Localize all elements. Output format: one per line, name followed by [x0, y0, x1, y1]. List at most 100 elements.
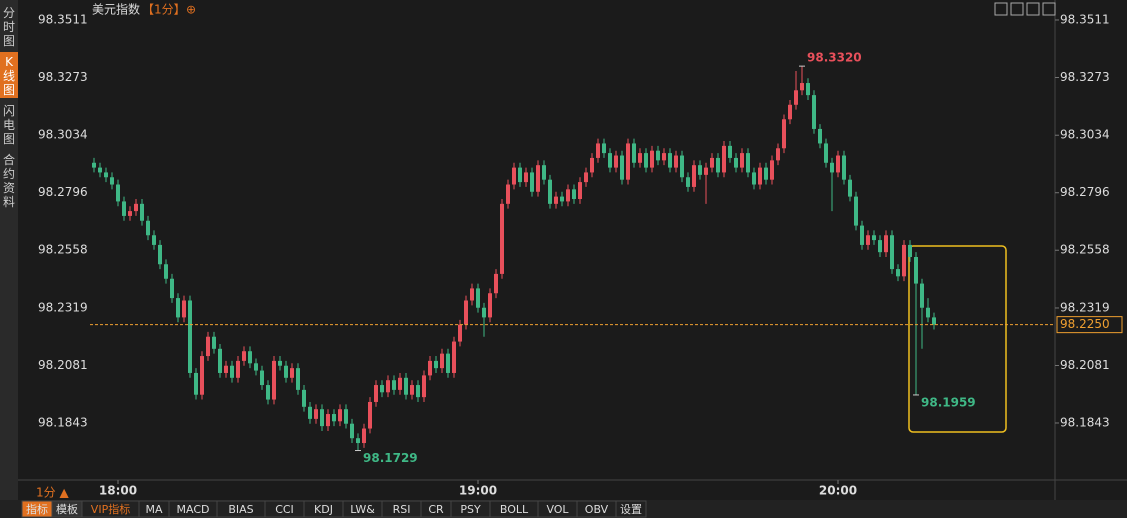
toolbar-tab[interactable]: VOL — [546, 503, 569, 516]
chart-subtitle: 【1分】 — [142, 3, 186, 17]
candle-body — [194, 372, 198, 395]
candle-body — [914, 256, 918, 284]
candle-body — [548, 179, 552, 204]
candle-body — [254, 363, 258, 371]
button[interactable] — [994, 2, 1008, 16]
candle-body — [164, 264, 168, 279]
sidebar-tab[interactable]: 合约资料 — [3, 152, 15, 209]
candle-body — [530, 172, 534, 192]
toolbar-tab[interactable]: MA — [145, 503, 162, 516]
candle-body — [98, 167, 102, 173]
candle-body — [170, 278, 174, 299]
toolbar-tab[interactable]: PSY — [460, 503, 481, 516]
candle-body — [302, 389, 306, 407]
candle-body — [644, 153, 648, 168]
candle-body — [884, 235, 888, 253]
annotation: 98.1729 — [363, 451, 418, 465]
candle-body — [200, 356, 204, 395]
toolbar-tab[interactable]: BOLL — [500, 503, 529, 516]
candle-body — [932, 317, 936, 325]
candle-body — [680, 155, 684, 178]
candle-body — [458, 324, 462, 342]
last-price-box — [1056, 316, 1123, 334]
candle-body — [374, 385, 378, 402]
toolbar-tab[interactable]: LW& — [350, 503, 375, 516]
candle-body — [110, 177, 114, 185]
y-tick-label: 98.3511 — [1060, 12, 1110, 26]
candle-body — [872, 235, 876, 241]
candle-body — [422, 375, 426, 398]
y-tick-label: 98.2558 — [1060, 243, 1110, 257]
candle-body — [716, 157, 720, 173]
button[interactable] — [1010, 2, 1024, 16]
candle-body — [230, 365, 234, 378]
toolbar-tab[interactable]: VIP指标 — [91, 502, 130, 516]
candle-body — [356, 438, 360, 444]
candle-body — [404, 377, 408, 395]
sidebar-tab[interactable]: K 线图 — [3, 55, 15, 97]
candle-body — [812, 95, 816, 129]
candle-body — [368, 401, 372, 429]
sidebar — [0, 0, 18, 500]
candle-body — [782, 119, 786, 149]
candle-body — [536, 165, 540, 192]
candle-body — [620, 155, 624, 180]
button[interactable] — [1026, 2, 1040, 16]
candle-body — [818, 128, 822, 144]
candle-body — [674, 155, 678, 168]
toolbar-tab[interactable]: BIAS — [228, 503, 253, 516]
y-tick-label: 98.1843 — [38, 415, 88, 429]
candle-body — [512, 167, 516, 185]
candle-body — [158, 244, 162, 265]
toolbar-tab[interactable]: OBV — [585, 503, 609, 516]
period-label[interactable]: 1分 ▲ — [36, 486, 69, 500]
candle-body — [476, 288, 480, 308]
toolbar-tab[interactable]: 指标 — [26, 502, 48, 516]
candle-body — [266, 385, 270, 400]
sidebar-tab[interactable]: 分时图 — [3, 6, 15, 48]
candle-body — [488, 293, 492, 318]
candle-body — [758, 167, 762, 185]
x-tick-label: 19:00 — [459, 484, 497, 498]
toolbar-tab[interactable]: CCI — [275, 503, 294, 516]
candle-body — [734, 157, 738, 168]
candle-body — [806, 83, 810, 96]
annotation: 98.1959 — [921, 395, 976, 409]
candle-body — [188, 300, 192, 373]
candle-body — [236, 360, 240, 378]
candle-body — [452, 341, 456, 373]
candle-body — [596, 143, 600, 158]
settings-icon[interactable]: ⊕ — [186, 3, 196, 17]
candle-body — [668, 153, 672, 168]
candle-body — [656, 150, 660, 161]
button[interactable] — [1042, 2, 1056, 16]
candle-body — [776, 148, 780, 161]
toolbar-tab[interactable]: CR — [428, 503, 444, 516]
candle-body — [506, 184, 510, 204]
candle-body — [860, 225, 864, 245]
candle-body — [428, 360, 432, 376]
sidebar-tab[interactable]: 闪电图 — [3, 104, 15, 146]
candle-body — [122, 201, 126, 216]
candle-body — [92, 162, 96, 168]
candle-body — [494, 273, 498, 294]
toolbar-tab[interactable]: 模板 — [56, 502, 78, 516]
candle-body — [740, 153, 744, 168]
y-tick-label: 98.2081 — [38, 358, 88, 372]
candle-body — [416, 385, 420, 398]
y-tick-label: 98.2558 — [38, 243, 88, 257]
candle-body — [770, 160, 774, 180]
toolbar-tab[interactable]: MACD — [177, 503, 210, 516]
toolbar-tab[interactable]: KDJ — [314, 503, 333, 516]
candle-body — [128, 211, 132, 216]
candle-body — [248, 351, 252, 364]
toolbar-tab[interactable]: 设置 — [620, 503, 642, 516]
toolbar-tab[interactable]: RSI — [393, 503, 411, 516]
candle-body — [398, 377, 402, 390]
candle-body — [830, 162, 834, 173]
y-tick-label: 98.2796 — [38, 185, 88, 199]
candle-body — [380, 385, 384, 393]
candle-body — [692, 165, 696, 187]
